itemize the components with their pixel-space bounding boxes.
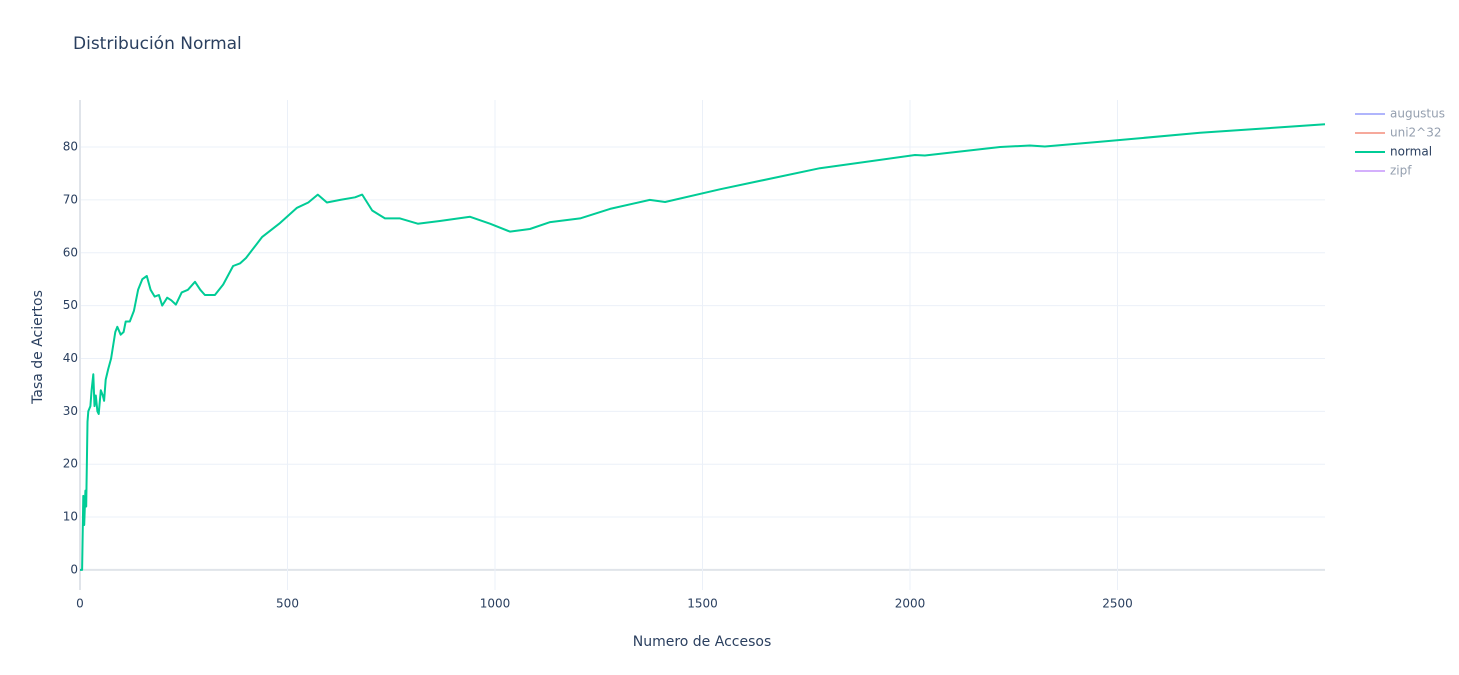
y-tick-label: 30 [63,404,78,418]
y-tick-label: 60 [63,245,78,259]
x-tick-label: 1500 [687,597,718,611]
data-line [80,123,1326,571]
y-tick-label: 10 [63,510,78,524]
x-tick-label: 500 [276,597,299,611]
x-tick-label: 0 [76,597,84,611]
y-tick-label: 80 [63,140,78,154]
x-tick-label: 2000 [895,597,926,611]
x-axis-title: Numero de Accesos [633,634,772,650]
legend-label[interactable]: zipf [1390,164,1412,178]
y-axis-title: Tasa de Aciertos [30,290,46,405]
legend-label[interactable]: normal [1390,145,1432,159]
y-tick-label: 40 [63,351,78,365]
y-tick-label: 50 [63,298,78,312]
x-tick-label: 2500 [1102,597,1133,611]
y-tick-label: 20 [63,457,78,471]
legend-label[interactable]: uni2^32 [1390,126,1442,140]
x-tick-label: 1000 [480,597,511,611]
legend-label[interactable]: augustus [1390,107,1445,121]
y-tick-label: 70 [63,192,78,206]
y-tick-label: 0 [70,562,78,576]
chart-title: Distribución Normal [73,34,242,54]
